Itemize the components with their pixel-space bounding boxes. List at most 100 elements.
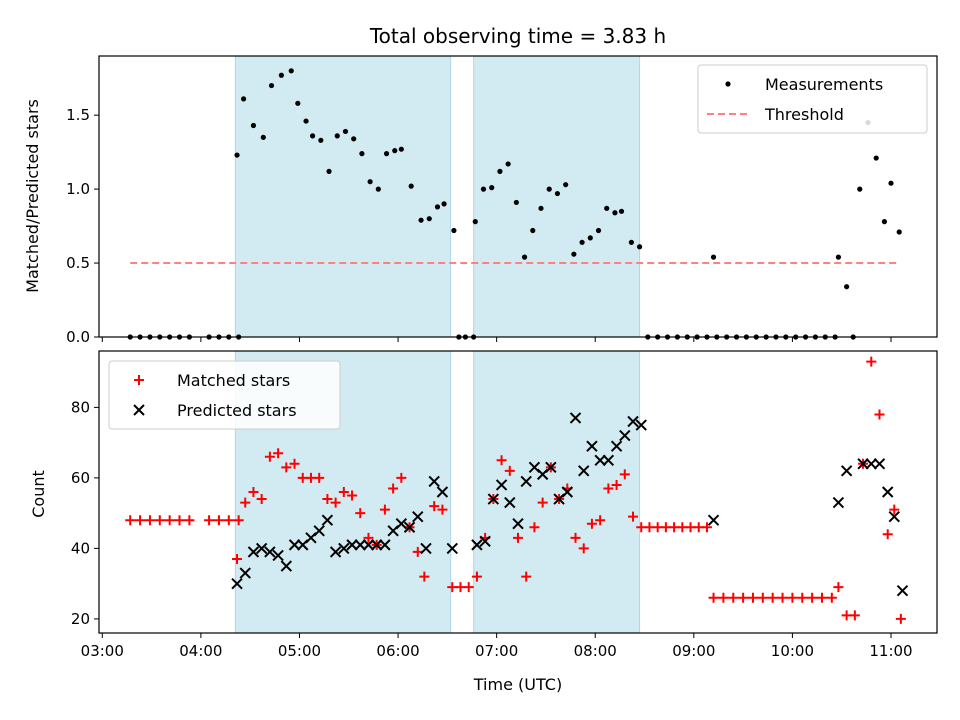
predicted-star-point (346, 539, 358, 551)
predicted-star-point (627, 415, 639, 428)
measurement-point (383, 151, 390, 157)
matched-star-point (619, 469, 630, 480)
matched-star-point (578, 543, 589, 554)
predicted-star-point (313, 525, 325, 537)
matched-star-point (866, 356, 877, 367)
top-axes-frame (98, 55, 938, 338)
measurement-point (303, 118, 309, 124)
top-y-tick-label: 0.5 (66, 254, 90, 272)
matched-star-point (125, 515, 136, 526)
measurement-point (587, 235, 593, 241)
predicted-star-point (561, 486, 574, 498)
matched-star-point (314, 472, 325, 483)
predicted-star-point (495, 479, 508, 491)
measurement-point (441, 201, 447, 207)
matched-star-point (628, 511, 639, 522)
matched-star-point (388, 483, 399, 494)
x-tick-label: 07:00 (475, 642, 518, 660)
bottom-axes-frame (98, 350, 938, 634)
x-tick-label: 03:00 (81, 642, 124, 660)
measurement-point (408, 183, 414, 189)
measurement-point (513, 199, 519, 206)
matched-star-point (529, 522, 540, 533)
predicted-star-point (840, 465, 853, 477)
matched-star-point (708, 592, 719, 603)
matched-star-point (273, 448, 284, 459)
measurement-point (628, 239, 634, 245)
matched-star-point (184, 515, 195, 526)
measurement-point (612, 210, 618, 216)
measurement-point (844, 284, 850, 290)
matched-star-point (396, 472, 407, 483)
top-shaded-interval (473, 55, 641, 338)
predicted-star-point (487, 493, 500, 505)
matched-star-point (570, 532, 581, 543)
matched-star-point (747, 592, 758, 603)
predicted-star-point (420, 542, 432, 555)
measurement-point (505, 161, 511, 167)
measurement-point (538, 205, 544, 211)
matched-star-point (586, 518, 597, 529)
measurement-point (604, 205, 610, 211)
matched-star-point (496, 455, 507, 466)
matched-star-point (521, 571, 532, 582)
predicted-star-point (354, 539, 366, 551)
legend-predicted-marker (133, 404, 145, 416)
measurement-point (359, 151, 365, 157)
matched-star-point (504, 465, 515, 476)
measurement-point (472, 219, 478, 225)
matched-star-point (240, 497, 251, 508)
x-axis-label: Time (UTC) (473, 675, 562, 694)
matched-star-point (882, 529, 893, 540)
matched-star-point (223, 515, 234, 526)
predicted-star-point (610, 440, 623, 452)
matched-star-point (135, 515, 146, 526)
measurement-point (398, 146, 404, 152)
measurement-point (618, 208, 625, 214)
predicted-star-point (873, 458, 886, 470)
measurement-point (351, 136, 357, 142)
matched-star-point (874, 409, 885, 420)
measurement-point (434, 204, 441, 210)
measurement-point (268, 82, 275, 89)
matched-star-point (513, 532, 523, 543)
predicted-star-point (881, 486, 894, 498)
predicted-star-point (586, 440, 598, 452)
matched-star-point (232, 553, 243, 564)
measurement-point (451, 227, 457, 234)
measurement-point (234, 152, 240, 158)
measurement-point (250, 122, 257, 129)
predicted-star-point (479, 535, 491, 548)
measurement-point (418, 217, 424, 223)
predicted-star-point (272, 549, 284, 562)
predicted-star-point (832, 496, 845, 509)
matched-star-point (738, 592, 749, 603)
x-tick-label: 10:00 (771, 642, 814, 660)
matched-star-point (248, 487, 259, 497)
matched-star-point (174, 515, 185, 526)
top-y-tick-label: 1.5 (66, 106, 90, 124)
x-tick-label: 04:00 (179, 642, 222, 660)
predicted-star-point (520, 475, 532, 488)
measurement-point (392, 148, 398, 154)
predicted-star-point (865, 458, 877, 470)
predicted-star-point (280, 560, 293, 572)
x-tick-label: 11:00 (869, 642, 912, 660)
measurement-point (554, 190, 561, 197)
measurement-point (426, 216, 432, 222)
predicted-star-point (338, 542, 350, 555)
x-tick-label: 08:00 (574, 642, 617, 660)
matched-star-point (144, 515, 155, 526)
predicted-star-point (857, 458, 869, 470)
measurement-point (288, 68, 294, 74)
measurement-point (334, 133, 340, 139)
predicted-star-point (362, 539, 375, 551)
measurement-point (240, 96, 247, 102)
measurement-point (326, 168, 332, 174)
predicted-star-point (288, 539, 301, 551)
matched-star-point (595, 515, 606, 526)
bottom-shaded-interval (473, 350, 641, 634)
legend-predicted-label: Predicted stars (177, 401, 297, 420)
predicted-star-point (578, 465, 590, 477)
